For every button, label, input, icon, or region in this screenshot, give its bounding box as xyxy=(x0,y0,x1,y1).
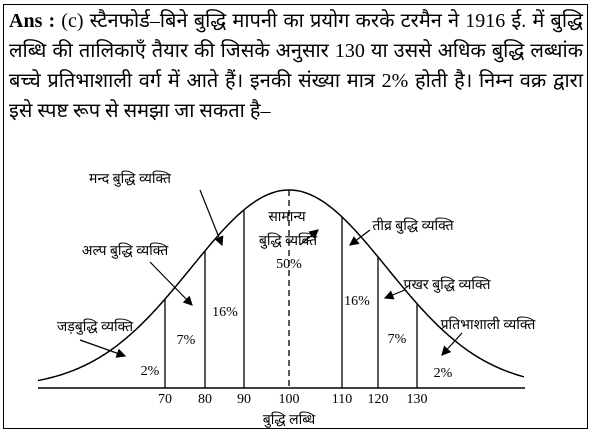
arrow xyxy=(199,189,224,247)
percentage: 16% xyxy=(212,305,238,320)
tick-label: 80 xyxy=(198,392,212,407)
curve-label: सामान्य xyxy=(268,210,306,225)
arrows xyxy=(79,189,463,358)
curve-label: मन्द बुद्धि व्यक्ति xyxy=(89,170,172,187)
arrow xyxy=(299,229,319,246)
percentage: 7% xyxy=(388,332,407,347)
arrow xyxy=(149,261,193,306)
tick-label: 90 xyxy=(237,392,251,407)
answer-text: (c) स्टैनफोर्ड–बिने बुद्धि मापनी का प्रय… xyxy=(9,10,583,122)
axis-label: बुद्धि लब्धि xyxy=(263,411,316,428)
tick-label: 130 xyxy=(407,392,428,407)
curve-label: प्रतिभाशाली व्यक्ति xyxy=(441,316,537,333)
percentage: 2% xyxy=(434,366,453,381)
tick-label: 120 xyxy=(368,392,389,407)
arrow xyxy=(79,339,127,358)
tick-label: 110 xyxy=(332,392,352,407)
percentage: 7% xyxy=(177,333,196,348)
answer-paragraph: Ans : (c) स्टैनफोर्ड–बिने बुद्धि मापनी क… xyxy=(9,6,583,126)
curve-label: तीव्र बुद्धि व्यक्ति xyxy=(372,217,454,234)
bell-curve xyxy=(37,189,525,382)
percentage: 50% xyxy=(276,257,302,272)
arrow xyxy=(349,229,371,246)
answer-box xyxy=(3,4,588,429)
curve-label: जड़बुद्धि व्यक्ति xyxy=(57,318,134,335)
arrow xyxy=(383,289,406,300)
percentage: 2% xyxy=(141,364,160,379)
arrow xyxy=(441,332,463,356)
curve-label: अल्प बुद्धि व्यक्ति xyxy=(82,242,169,259)
percentage: 16% xyxy=(344,294,370,309)
tick-label: 70 xyxy=(158,392,172,407)
curve-label: बुद्धि व्यक्ति xyxy=(259,232,318,249)
tick-label: 100 xyxy=(279,392,300,407)
dividers xyxy=(164,209,418,388)
answer-label: Ans : xyxy=(9,10,56,32)
curve-label: प्रखर बुद्धि व्यक्ति xyxy=(404,276,492,293)
